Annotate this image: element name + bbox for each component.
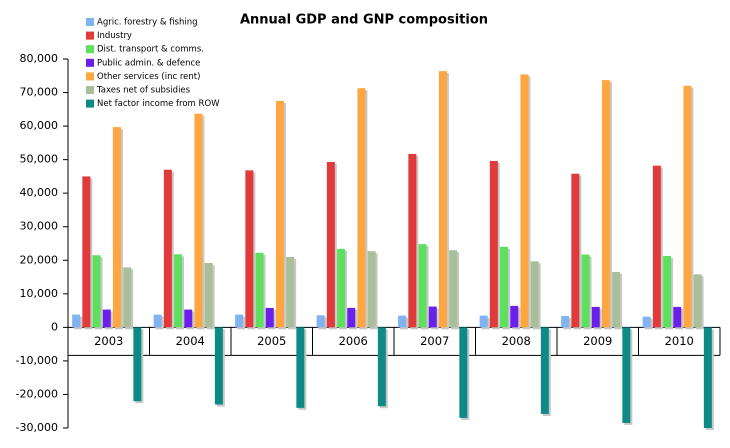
legend-swatch <box>86 18 94 26</box>
bar <box>367 251 376 328</box>
bar <box>398 315 407 328</box>
bar <box>449 250 458 328</box>
bar <box>693 274 702 328</box>
bar <box>326 161 335 328</box>
y-tick-label: -20,000 <box>16 387 58 400</box>
bar <box>255 252 264 328</box>
legend-label: Taxes net of subsidies <box>96 86 191 96</box>
x-tick-label: 2007 <box>420 334 449 348</box>
bar <box>316 315 325 328</box>
x-tick-label: 2005 <box>257 334 286 348</box>
bar <box>703 327 712 428</box>
y-tick-label: 30,000 <box>20 220 59 233</box>
legend-label: Dist. transport & comms. <box>97 45 204 55</box>
legend-swatch <box>86 72 94 81</box>
bar <box>540 327 549 414</box>
legend-label: Other services (inc rent) <box>97 72 200 82</box>
bar <box>520 74 529 328</box>
bar <box>663 255 672 328</box>
bar <box>163 169 172 328</box>
bar <box>571 173 580 328</box>
bar <box>581 254 590 328</box>
bar <box>489 160 498 328</box>
x-tick-label: 2009 <box>583 334 612 348</box>
bar <box>561 315 570 328</box>
legend-swatch <box>86 86 94 94</box>
y-tick-label: 10,000 <box>20 287 59 300</box>
bar <box>184 309 193 328</box>
bar <box>428 306 437 328</box>
bar <box>459 327 468 418</box>
bar <box>418 244 427 328</box>
y-tick-label: 70,000 <box>20 86 59 99</box>
y-tick-label: -30,000 <box>16 421 58 434</box>
legend-swatch <box>86 45 94 54</box>
bar <box>500 246 509 328</box>
bar <box>82 176 91 328</box>
legend-label: Net factor income from ROW <box>97 99 220 109</box>
legend-label: Industry <box>97 31 132 41</box>
legend-swatch <box>86 31 94 40</box>
bar <box>204 262 213 328</box>
bar <box>296 327 305 408</box>
y-tick-label: -10,000 <box>16 354 58 367</box>
y-tick-label: 0 <box>51 320 58 333</box>
bar <box>194 113 203 328</box>
bar <box>123 267 132 328</box>
legend-label: Agric. forestry & fishing <box>97 18 198 28</box>
y-tick-label: 40,000 <box>20 186 59 199</box>
bar <box>530 261 539 328</box>
bar <box>112 127 121 328</box>
bar <box>652 165 661 328</box>
bar <box>642 316 651 328</box>
y-tick-label: 20,000 <box>20 253 59 266</box>
bar <box>235 314 244 328</box>
bar <box>72 314 81 328</box>
x-tick-label: 2010 <box>665 334 694 348</box>
bar <box>673 306 682 328</box>
bar <box>245 170 254 328</box>
bar <box>408 153 417 328</box>
legend-label: Public admin. & defence <box>97 58 200 68</box>
y-tick-label: 50,000 <box>20 153 59 166</box>
bar <box>153 314 162 328</box>
bar <box>479 315 488 328</box>
bar <box>612 272 621 328</box>
bar <box>92 255 101 328</box>
bar <box>601 80 610 328</box>
bar <box>591 306 600 328</box>
y-tick-label: 80,000 <box>20 52 59 65</box>
bar <box>510 305 519 328</box>
x-tick-label: 2003 <box>94 334 123 348</box>
bar <box>438 71 447 328</box>
bar <box>622 327 631 423</box>
bar <box>337 248 346 328</box>
bar <box>286 256 295 328</box>
x-tick-label: 2006 <box>339 334 368 348</box>
legend-swatch <box>86 99 94 108</box>
bar <box>347 307 356 328</box>
legend-swatch <box>86 58 94 67</box>
bar <box>174 254 183 328</box>
x-tick-label: 2004 <box>176 334 205 348</box>
bar <box>357 88 366 328</box>
bar <box>133 327 142 402</box>
x-tick-label: 2008 <box>502 334 531 348</box>
bar <box>377 327 386 407</box>
bar <box>214 327 223 405</box>
y-tick-label: 60,000 <box>20 119 59 132</box>
bar <box>265 307 274 328</box>
bar <box>275 100 284 328</box>
chart-title: Annual GDP and GNP composition <box>240 13 488 28</box>
bar <box>683 85 692 328</box>
bar <box>102 309 111 328</box>
